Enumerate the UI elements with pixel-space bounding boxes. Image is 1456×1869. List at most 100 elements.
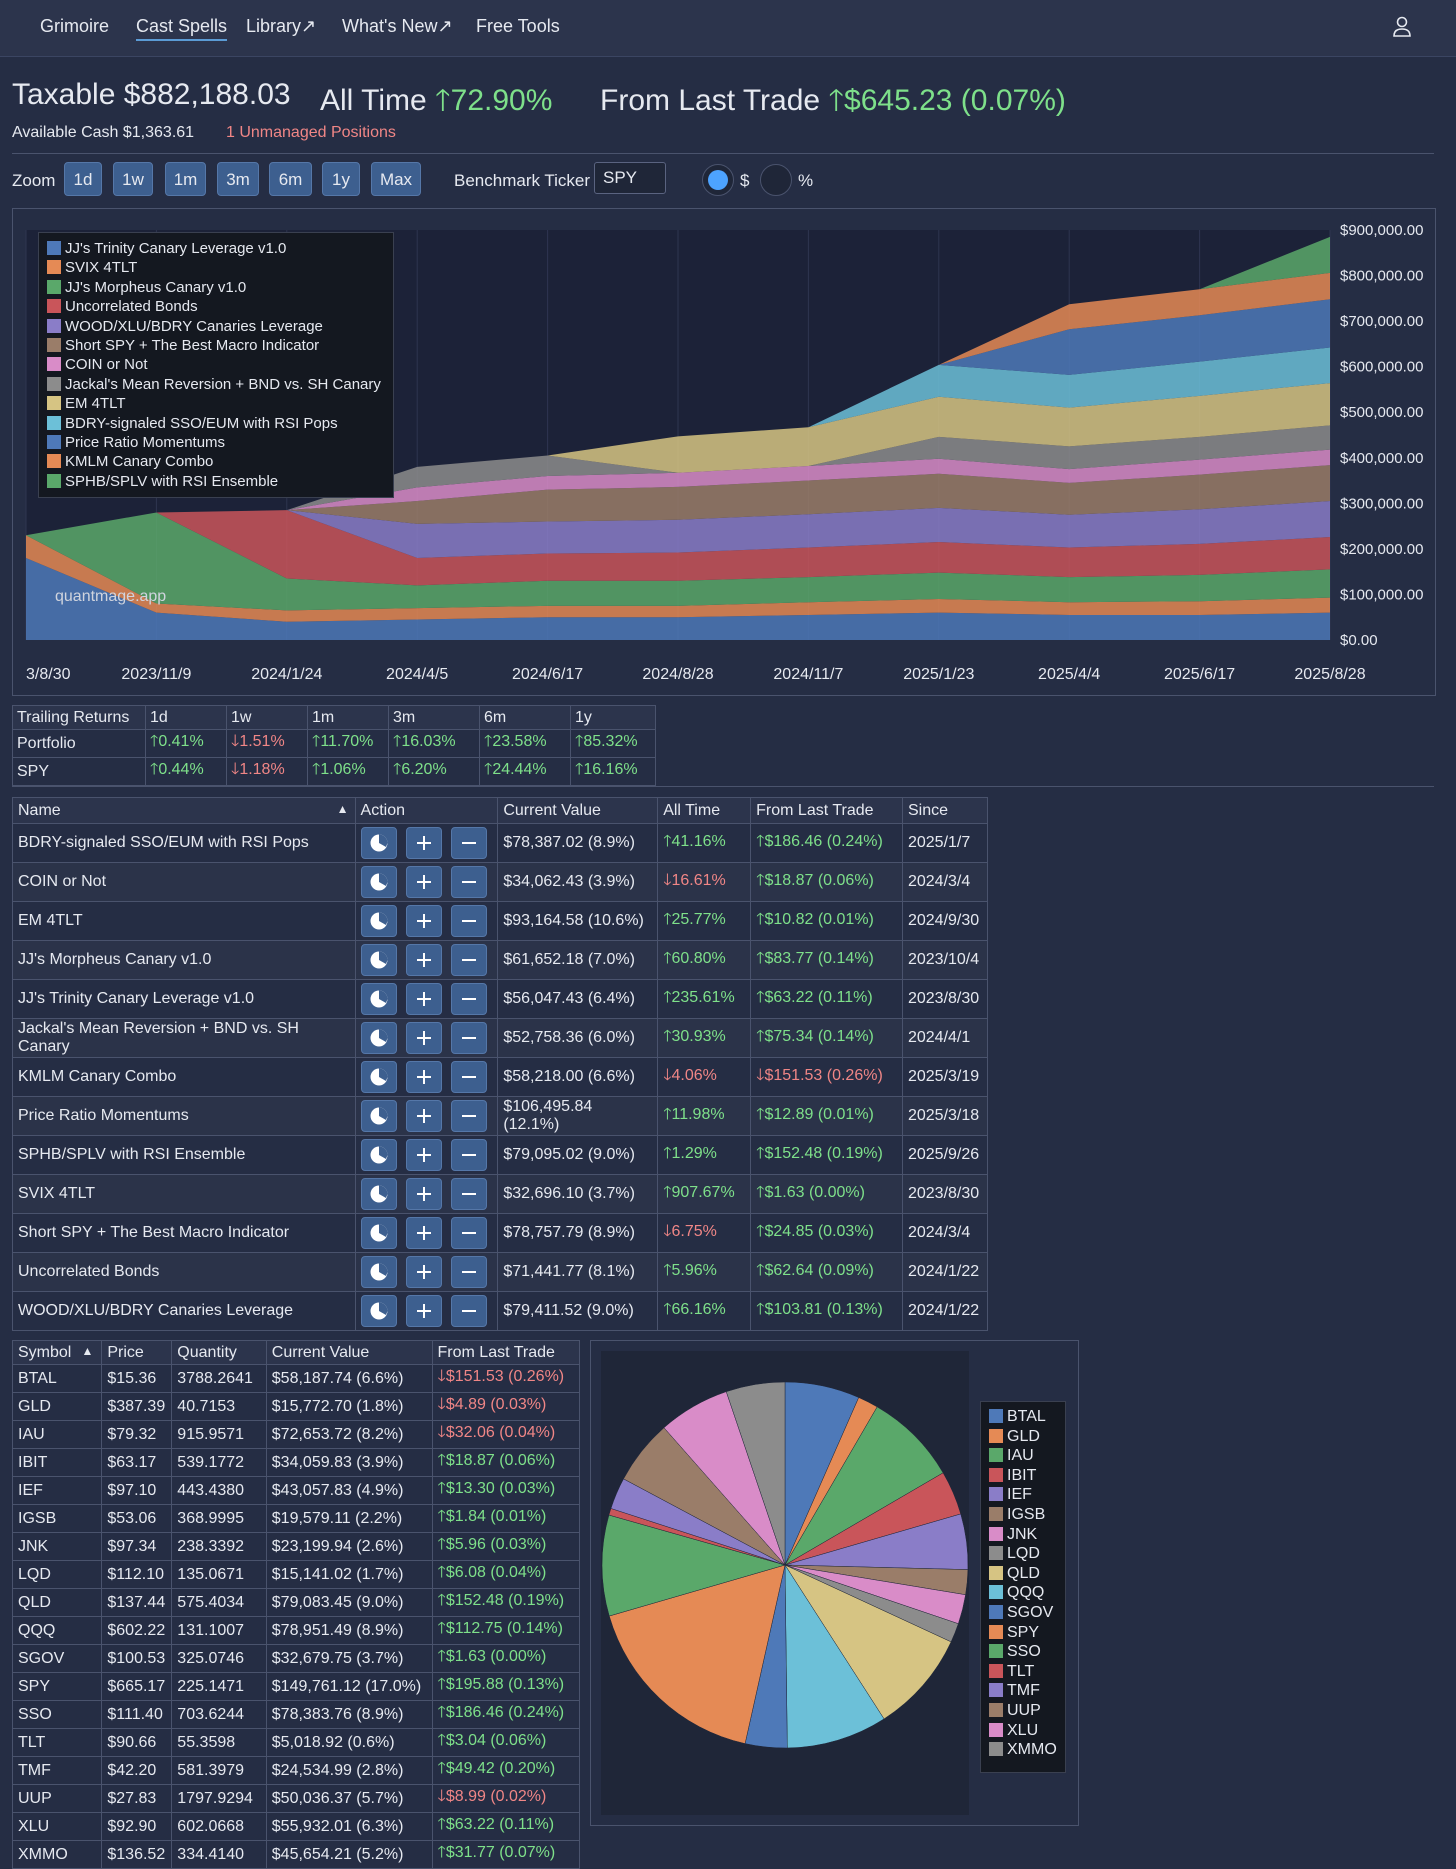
- allocation-chart-button[interactable]: [360, 1217, 397, 1249]
- allocation-pie-chart[interactable]: [601, 1351, 969, 1815]
- pie-legend-item[interactable]: TLT: [989, 1663, 1034, 1682]
- remove-funds-button[interactable]: [450, 983, 487, 1015]
- legend-item[interactable]: SVIX 4TLT: [47, 259, 137, 278]
- remove-funds-button[interactable]: [450, 1217, 487, 1249]
- allocation-chart-button[interactable]: [360, 1139, 397, 1171]
- percent-radio[interactable]: [760, 164, 792, 196]
- position-row[interactable]: WOOD/XLU/BDRY Canaries Leverage $79,411.5…: [12, 1291, 989, 1331]
- position-row[interactable]: BDRY-signaled SSO/EUM with RSI Pops $78,3…: [12, 823, 989, 863]
- legend-item[interactable]: WOOD/XLU/BDRY Canaries Leverage: [47, 318, 323, 337]
- col-quantity-header[interactable]: Quantity: [171, 1340, 267, 1365]
- allocation-chart-button[interactable]: [360, 1022, 397, 1054]
- pie-legend-item[interactable]: IGSB: [989, 1506, 1045, 1525]
- position-name[interactable]: BDRY-signaled SSO/EUM with RSI Pops: [12, 823, 356, 863]
- legend-item[interactable]: Short SPY + The Best Macro Indicator: [47, 337, 319, 356]
- col-symbol-header[interactable]: Symbol ▲: [11, 1340, 103, 1365]
- allocation-chart-button[interactable]: [360, 983, 397, 1015]
- pie-legend-item[interactable]: BTAL: [989, 1408, 1046, 1427]
- pie-legend-item[interactable]: XMMO: [989, 1741, 1057, 1760]
- position-row[interactable]: KMLM Canary Combo $58,218.00 (6.6%) 🡓4.06%…: [12, 1057, 989, 1097]
- position-name[interactable]: JJ's Morpheus Canary v1.0: [12, 940, 356, 980]
- position-row[interactable]: Uncorrelated Bonds $71,441.77 (8.1%) 🡑5.96…: [12, 1252, 989, 1292]
- remove-funds-button[interactable]: [450, 866, 487, 898]
- position-name[interactable]: JJ's Trinity Canary Leverage v1.0: [12, 979, 356, 1019]
- legend-item[interactable]: JJ's Morpheus Canary v1.0: [47, 279, 246, 298]
- add-funds-button[interactable]: [405, 866, 442, 898]
- add-funds-button[interactable]: [405, 1256, 442, 1288]
- remove-funds-button[interactable]: [450, 1139, 487, 1171]
- col-value-header[interactable]: Current Value: [497, 797, 659, 824]
- legend-item[interactable]: Price Ratio Momentums: [47, 434, 225, 453]
- position-name[interactable]: Short SPY + The Best Macro Indicator: [12, 1213, 356, 1253]
- pie-legend-item[interactable]: UUP: [989, 1702, 1041, 1721]
- legend-item[interactable]: SPHB/SPLV with RSI Ensemble: [47, 473, 278, 492]
- pie-legend-item[interactable]: SPY: [989, 1624, 1039, 1643]
- allocation-chart-button[interactable]: [360, 1256, 397, 1288]
- position-row[interactable]: SVIX 4TLT $32,696.10 (3.7%) 🡑907.67% 🡑$1.63…: [12, 1174, 989, 1214]
- pie-legend-item[interactable]: LQD: [989, 1545, 1040, 1564]
- position-row[interactable]: COIN or Not $34,062.43 (3.9%) 🡓16.61% 🡑$18.…: [12, 862, 989, 902]
- nav-library[interactable]: Library↗: [246, 16, 317, 36]
- position-row[interactable]: Price Ratio Momentums $106,495.84 (12.1%)…: [12, 1096, 989, 1136]
- zoom-3m-button[interactable]: 3m: [217, 162, 259, 196]
- legend-item[interactable]: Uncorrelated Bonds: [47, 298, 198, 317]
- position-name[interactable]: KMLM Canary Combo: [12, 1057, 356, 1097]
- pie-legend-item[interactable]: IEF: [989, 1486, 1032, 1505]
- pie-legend-item[interactable]: SSO: [989, 1643, 1041, 1662]
- legend-item[interactable]: Jackal's Mean Reversion + BND vs. SH Can…: [47, 376, 381, 395]
- remove-funds-button[interactable]: [450, 905, 487, 937]
- position-name[interactable]: Uncorrelated Bonds: [12, 1252, 356, 1292]
- allocation-chart-button[interactable]: [360, 944, 397, 976]
- remove-funds-button[interactable]: [450, 1256, 487, 1288]
- add-funds-button[interactable]: [405, 1139, 442, 1171]
- pie-legend-item[interactable]: QQQ: [989, 1584, 1044, 1603]
- remove-funds-button[interactable]: [450, 827, 487, 859]
- add-funds-button[interactable]: [405, 1178, 442, 1210]
- nav-grimoire[interactable]: Grimoire: [40, 16, 110, 36]
- add-funds-button[interactable]: [405, 1100, 442, 1132]
- zoom-6m-button[interactable]: 6m: [269, 162, 312, 196]
- legend-item[interactable]: COIN or Not: [47, 356, 148, 375]
- col-current-value-header[interactable]: Current Value: [265, 1340, 433, 1365]
- add-funds-button[interactable]: [405, 944, 442, 976]
- position-name[interactable]: SPHB/SPLV with RSI Ensemble: [12, 1135, 356, 1175]
- allocation-chart-button[interactable]: [360, 827, 397, 859]
- position-row[interactable]: JJ's Morpheus Canary v1.0 $61,652.18 (7.0…: [12, 940, 989, 980]
- pie-legend-item[interactable]: IBIT: [989, 1467, 1036, 1486]
- zoom-1d-button[interactable]: 1d: [64, 162, 102, 196]
- remove-funds-button[interactable]: [450, 1022, 487, 1054]
- position-row[interactable]: JJ's Trinity Canary Leverage v1.0 $56,047…: [12, 979, 989, 1019]
- legend-item[interactable]: BDRY-signaled SSO/EUM with RSI Pops: [47, 415, 338, 434]
- pie-legend-item[interactable]: QLD: [989, 1565, 1040, 1584]
- pie-legend-item[interactable]: GLD: [989, 1428, 1040, 1447]
- allocation-chart-button[interactable]: [360, 1178, 397, 1210]
- add-funds-button[interactable]: [405, 1022, 442, 1054]
- allocation-chart-button[interactable]: [360, 1061, 397, 1093]
- nav-cast-spells[interactable]: Cast Spells: [136, 16, 228, 41]
- col-price-header[interactable]: Price: [101, 1340, 173, 1365]
- pie-legend-item[interactable]: JNK: [989, 1526, 1037, 1545]
- position-row[interactable]: Short SPY + The Best Macro Indicator $78,…: [12, 1213, 989, 1253]
- position-name[interactable]: COIN or Not: [12, 862, 356, 902]
- position-name[interactable]: EM 4TLT: [12, 901, 356, 941]
- pie-legend-item[interactable]: SGOV: [989, 1604, 1053, 1623]
- add-funds-button[interactable]: [405, 983, 442, 1015]
- add-funds-button[interactable]: [405, 1217, 442, 1249]
- legend-item[interactable]: EM 4TLT: [47, 395, 126, 414]
- add-funds-button[interactable]: [405, 905, 442, 937]
- remove-funds-button[interactable]: [450, 944, 487, 976]
- remove-funds-button[interactable]: [450, 1061, 487, 1093]
- add-funds-button[interactable]: [405, 827, 442, 859]
- allocation-chart-button[interactable]: [360, 1100, 397, 1132]
- position-name[interactable]: SVIX 4TLT: [12, 1174, 356, 1214]
- col-alltime-header[interactable]: All Time: [657, 797, 752, 824]
- legend-item[interactable]: JJ's Trinity Canary Leverage v1.0: [47, 240, 286, 259]
- pie-legend-item[interactable]: TMF: [989, 1682, 1040, 1701]
- col-since-header[interactable]: Since: [901, 797, 989, 824]
- zoom-1w-button[interactable]: 1w: [113, 162, 153, 196]
- nav-whats-new[interactable]: What's New↗: [342, 16, 453, 36]
- dollar-radio[interactable]: [702, 164, 734, 196]
- col-last-trade-header[interactable]: From Last Trade: [431, 1340, 581, 1365]
- allocation-chart-button[interactable]: [360, 905, 397, 937]
- add-funds-button[interactable]: [405, 1061, 442, 1093]
